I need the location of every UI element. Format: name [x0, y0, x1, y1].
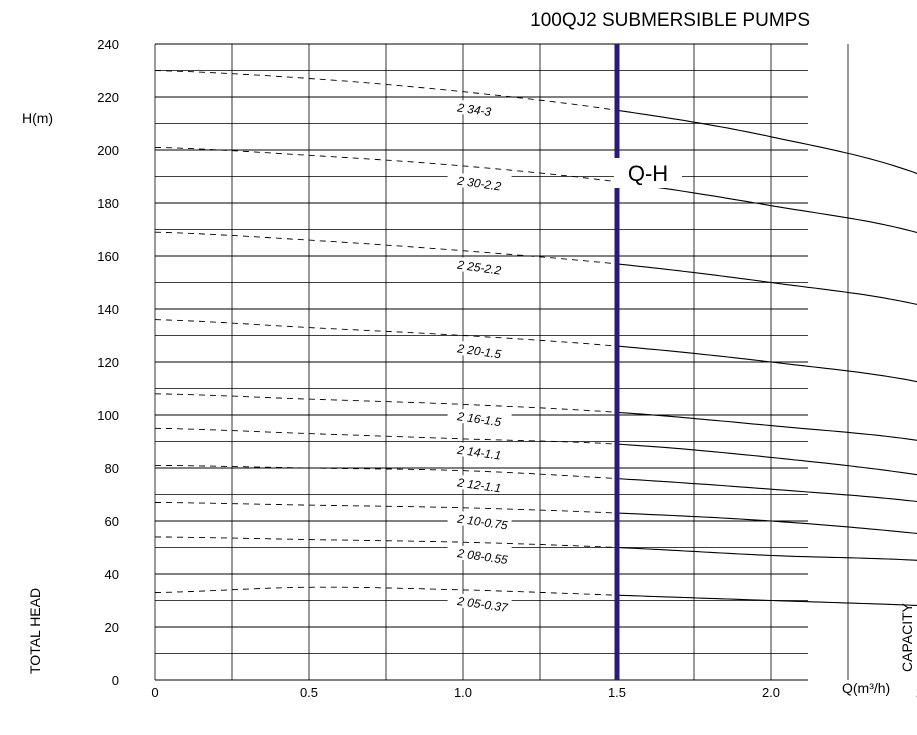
- curve-solid: [616, 109, 917, 175]
- y-tick-label: 40: [105, 567, 119, 582]
- curve-solid: [616, 345, 917, 383]
- curve-label: 2 30-2.2: [455, 173, 502, 193]
- curve-dashed-left: [154, 231, 618, 265]
- y-tick-label: 80: [105, 461, 119, 476]
- curve-label: 2 34-3: [455, 100, 492, 119]
- curve-dashed-left: [154, 319, 618, 347]
- x-tick-label: 2.5: [916, 685, 917, 700]
- chart-title: 100QJ2 SUBMERSIBLE PUMPS: [530, 10, 810, 31]
- y-tick-label: 180: [97, 196, 119, 211]
- qh-label-box: [614, 158, 682, 188]
- curve-dashed-left: [155, 464, 618, 480]
- curve-label-bg: [447, 173, 512, 188]
- y-tick-label: 100: [97, 408, 119, 423]
- curve-dashed-left: [154, 536, 618, 548]
- curve-dashed-left: [154, 427, 618, 445]
- curve-solid: [616, 512, 917, 534]
- curve-label-bg: [447, 593, 512, 608]
- y-tick-label: 200: [97, 143, 119, 158]
- curve-dashed-left: [154, 393, 618, 413]
- x-tick-label: 1.5: [608, 685, 626, 700]
- x-axis-side-label: CAPACITY: [899, 602, 915, 672]
- axis-ticks: 0 20 40 60 80 100 120 140 160 180 200 220 240 0 0.5 1.0…: [97, 37, 917, 700]
- curve-label: 2 14-1.1: [455, 443, 502, 463]
- y-tick-label: 60: [105, 514, 119, 529]
- curve-label: 2 12-1.1: [455, 475, 502, 495]
- curve-dashed-left: [154, 146, 618, 183]
- curve-label: 2 16-1.5: [455, 409, 502, 429]
- curve-dashed-left: [155, 502, 618, 514]
- qh-curves: [154, 70, 917, 606]
- curve-label: 2 25-2.2: [455, 258, 502, 278]
- x-tick-label: 0: [151, 685, 158, 700]
- curve-solid: [616, 443, 917, 476]
- curve-solid: [616, 478, 917, 503]
- y-tick-label: 120: [97, 355, 119, 370]
- curve-dashed-left: [154, 586, 618, 596]
- y-axis-label: H(m): [22, 110, 53, 126]
- curve-dashed-left: [154, 70, 618, 111]
- curve-label-bg: [447, 257, 512, 272]
- curve-solid: [616, 546, 917, 561]
- curve-label-bg: [447, 546, 512, 561]
- curve-solid: [616, 411, 917, 441]
- y-tick-label: 140: [97, 302, 119, 317]
- y-tick-label: 220: [97, 90, 119, 105]
- y-tick-label: 0: [112, 673, 119, 688]
- x-tick-label: 2.0: [762, 685, 780, 700]
- curve-label-bg: [447, 341, 512, 356]
- y-axis-side-label: TOTAL HEAD: [27, 588, 43, 674]
- curve-label-bg: [447, 511, 512, 526]
- curve-labels: 2 34-3 2 30-2.2 2 25-2.2 2 20-1.5 2 16-1.5 2 …: [447, 100, 512, 615]
- curve-solid: [616, 263, 917, 306]
- y-tick-label: 20: [105, 620, 119, 635]
- curve-label-bg: [447, 475, 512, 490]
- qh-label: Q-H: [628, 161, 668, 186]
- x-tick-label: 0.5: [300, 685, 318, 700]
- curve-label: 2 20-1.5: [455, 341, 502, 361]
- y-tick-label: 240: [97, 37, 119, 52]
- curve-label-bg: [447, 409, 512, 424]
- grid: [154, 43, 849, 681]
- y-tick-label: 160: [97, 249, 119, 264]
- curve-label-bg: [447, 442, 512, 457]
- curve-label-bg: [447, 100, 512, 115]
- operating-range-markers: [614, 44, 620, 680]
- curve-solid: [616, 181, 917, 234]
- curve-solid: [616, 594, 917, 606]
- x-axis-label: Q(m³/h): [842, 680, 890, 696]
- x-tick-label: 1.0: [454, 685, 472, 700]
